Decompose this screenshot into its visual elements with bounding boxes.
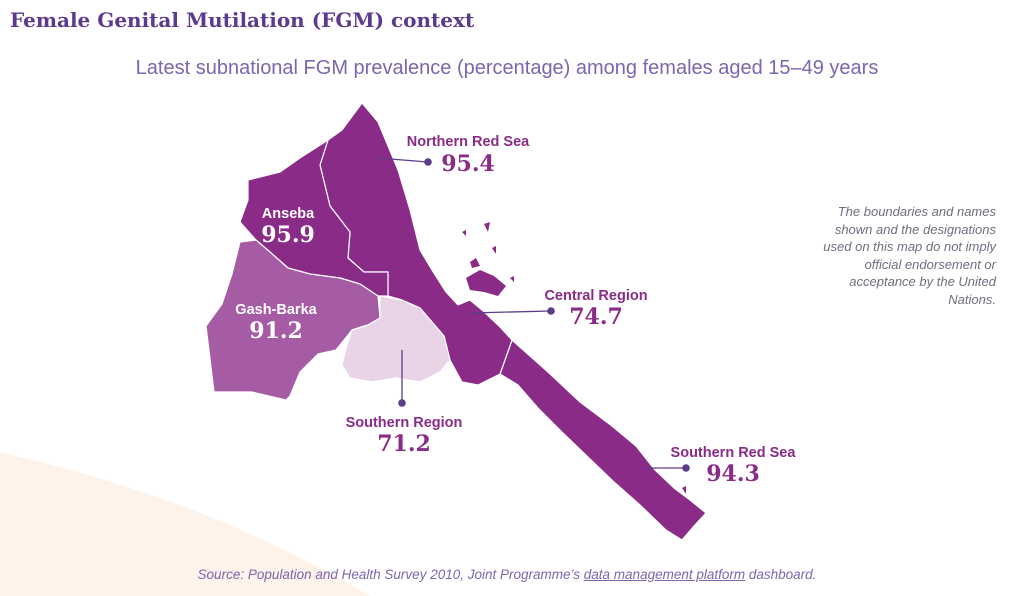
label-central-value: 74.7 — [569, 304, 623, 330]
region-southern[interactable] — [341, 295, 451, 383]
label-gash-barka-name: Gash-Barka — [235, 302, 317, 318]
label-southern-red-sea-name: Southern Red Sea — [671, 445, 797, 461]
leader-dots — [398, 158, 690, 472]
page-title: Female Genital Mutilation (FGM) context — [10, 8, 475, 32]
label-northern-red-sea-value: 95.4 — [441, 151, 495, 177]
label-central-name: Central Region — [544, 288, 647, 304]
label-northern-red-sea-name: Northern Red Sea — [407, 134, 530, 150]
label-anseba-name: Anseba — [262, 206, 315, 222]
dahlak-islands — [462, 222, 686, 494]
map-subtitle: Latest subnational FGM prevalence (perce… — [135, 57, 879, 79]
source-suffix: dashboard. — [745, 567, 817, 582]
label-anseba-value: 95.9 — [261, 222, 315, 248]
label-southern-name: Southern Region — [346, 415, 463, 431]
source-prefix: Source: Population and Health Survey 201… — [197, 567, 584, 582]
data-management-platform-link[interactable]: data management platform — [583, 567, 746, 582]
region-gash-barka[interactable] — [205, 239, 381, 401]
label-southern-red-sea-value: 94.3 — [706, 461, 760, 487]
leader-dot-northern-red-sea — [424, 158, 432, 166]
leader-lines — [377, 157, 686, 469]
map-disclaimer: The boundaries and names shown and the d… — [823, 204, 996, 307]
source-note: Source: Population and Health Survey 201… — [0, 567, 1014, 582]
leader-dot-southern — [398, 399, 406, 407]
label-gash-barka-value: 91.2 — [249, 318, 303, 344]
leader-dot-southern-red-sea — [682, 464, 690, 472]
label-southern-value: 71.2 — [377, 431, 431, 457]
region-southern-red-sea[interactable] — [499, 339, 707, 541]
leader-dot-central — [547, 307, 555, 315]
